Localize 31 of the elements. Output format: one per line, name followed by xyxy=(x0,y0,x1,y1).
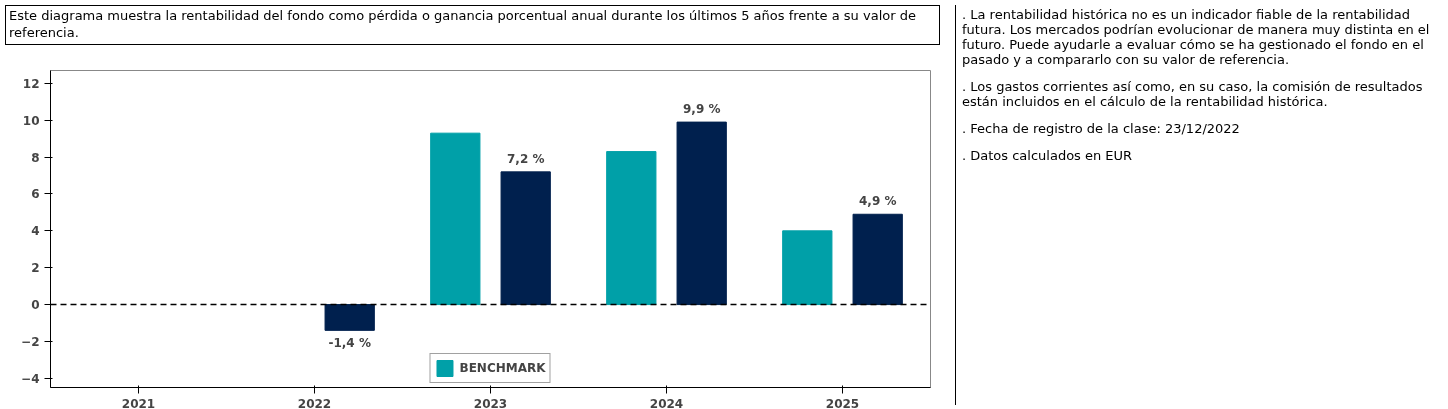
y-tick-label: 8 xyxy=(31,150,40,165)
data-label: 9,9 % xyxy=(682,102,721,117)
y-tick-label: 2 xyxy=(31,261,40,276)
text: . La rentabilidad histórica no es un indicador fiable de la rentabilidad futura. Los mercados podrían evolucionar de manera muy distinta en el futuro. Puede ayudarle a evaluar cómo se ha gestionado el fondo en el pasado y a compararlo con su valor de referencia. xyxy=(962,7,1431,67)
text: . Los gastos corrientes así como, en su caso, la comisión de resultados están incluidos en el cálculo de la rentabilidad histórica. xyxy=(962,79,1424,109)
bar xyxy=(676,121,727,306)
x-tick-label: 2023 xyxy=(473,396,508,409)
text: . Fecha de registro de la clase: 23/12/2022 xyxy=(962,121,1241,136)
chart-title: Este diagrama muestra la rentabilidad del fondo como pérdida o ganancia porcentual anual durante los últimos 5 años frente a su valor de referencia. xyxy=(9,7,917,41)
data-label: -1,4 % xyxy=(328,336,371,351)
bar xyxy=(324,304,375,331)
y-tick-label: −4 xyxy=(21,371,40,386)
bar xyxy=(606,151,657,306)
data-label: 7,2 % xyxy=(506,151,545,166)
bar xyxy=(782,230,833,306)
bar xyxy=(430,132,481,306)
y-tick-label: 4 xyxy=(31,224,40,239)
x-tick-label: 2024 xyxy=(649,396,684,409)
x-tick-label: 2022 xyxy=(297,396,332,409)
x-tick-label: 2021 xyxy=(121,396,156,409)
y-tick-label: 10 xyxy=(22,113,40,128)
data-label: 4,9 % xyxy=(858,194,897,209)
legend-label: BENCHMARK xyxy=(459,361,546,375)
bar xyxy=(500,171,551,306)
text: . Datos calculados en EUR xyxy=(962,148,1134,163)
y-tick-label: 0 xyxy=(31,298,40,313)
bar xyxy=(852,213,903,306)
y-tick-label: 6 xyxy=(31,187,40,202)
y-tick-label: 12 xyxy=(22,76,40,91)
y-tick-label: −2 xyxy=(21,334,40,349)
x-tick-label: 2025 xyxy=(825,396,860,409)
